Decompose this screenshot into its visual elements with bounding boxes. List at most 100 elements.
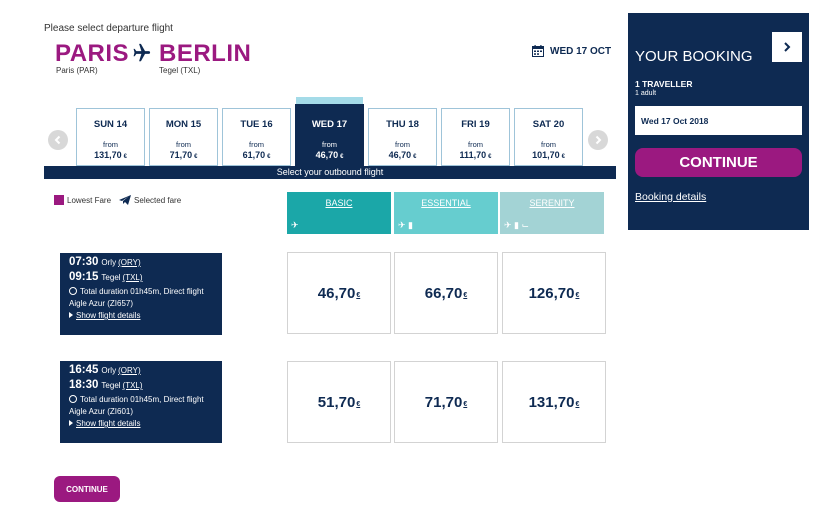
price-cell-basic[interactable]: 51,70 € xyxy=(287,361,391,443)
day-mon-15[interactable]: MON 15 from 71,70 € xyxy=(149,108,218,166)
chevron-right-icon xyxy=(595,135,602,145)
day-price: 101,70 xyxy=(532,150,560,160)
price-currency: € xyxy=(575,292,580,299)
departure-time: 16:45 xyxy=(69,364,99,376)
day-sat-20[interactable]: SAT 20 from 101,70 € xyxy=(514,108,583,166)
chevron-left-icon xyxy=(54,135,61,145)
fare-name-serenity: SERENITY xyxy=(529,198,575,208)
booking-expand-button[interactable] xyxy=(772,32,802,62)
fare-header-basic[interactable]: BASIC ✈ xyxy=(287,192,391,234)
departure-code: (ORY) xyxy=(118,258,141,267)
price-cell-basic[interactable]: 46,70 € xyxy=(287,252,391,334)
price-cell-serenity[interactable]: 126,70 € xyxy=(502,252,606,334)
price-currency: € xyxy=(356,401,361,408)
price-value: 46,70 xyxy=(317,284,356,302)
departure-time: 07:30 xyxy=(69,256,99,268)
day-name: SAT 20 xyxy=(532,119,565,130)
day-price: 46,70 xyxy=(315,150,339,160)
day-price: 46,70 xyxy=(388,150,412,160)
day-currency: € xyxy=(561,154,565,160)
day-tab-indicator xyxy=(296,97,363,104)
calendar-icon xyxy=(532,45,544,57)
flight-carrier: Aigle Azur (ZI601) xyxy=(69,407,134,416)
arrival-code: (TXL) xyxy=(122,273,143,282)
day-sun-14[interactable]: SUN 14 from 131,70 € xyxy=(76,108,145,166)
day-name: FRI 19 xyxy=(461,119,490,130)
day-tue-16[interactable]: TUE 16 from 61,70 € xyxy=(222,108,291,166)
flight-duration: Total duration 01h45m, Direct flight xyxy=(80,395,204,404)
day-from-label: from xyxy=(468,140,483,149)
day-fri-19[interactable]: FRI 19 from 111,70 € xyxy=(441,108,510,166)
fare-name-basic: BASIC xyxy=(325,198,353,208)
lowest-fare-label: Lowest Fare xyxy=(67,195,112,205)
destination-city: BERLIN xyxy=(159,40,252,67)
day-currency: € xyxy=(413,154,417,160)
day-currency: € xyxy=(123,154,127,160)
selected-date-label: WED 17 OCT xyxy=(550,45,612,57)
day-from-label: from xyxy=(103,140,118,149)
show-flight-details-link[interactable]: Show flight details xyxy=(76,419,141,428)
day-name: SUN 14 xyxy=(93,119,128,130)
booking-title: YOUR BOOKING xyxy=(635,48,753,65)
day-name: THU 18 xyxy=(386,119,419,130)
day-price: 71,70 xyxy=(169,150,193,160)
day-from-label: from xyxy=(176,140,191,149)
day-from-label: from xyxy=(322,140,337,149)
arrival-time: 09:15 xyxy=(69,271,99,283)
day-from-label: from xyxy=(541,140,556,149)
arrival-time: 18:30 xyxy=(69,379,99,391)
chevron-right-icon xyxy=(784,42,791,52)
price-value: 71,70 xyxy=(424,393,463,411)
day-currency: € xyxy=(194,154,198,160)
day-name: TUE 16 xyxy=(240,119,273,130)
price-cell-serenity[interactable]: 131,70 € xyxy=(502,361,606,443)
prev-week-button[interactable] xyxy=(48,130,68,150)
fare-header-serenity[interactable]: SERENITY ✈ ▮ ⌙ xyxy=(500,192,604,234)
airplane-suitcase-seat-icon: ✈ ▮ ⌙ xyxy=(504,220,530,230)
clock-icon xyxy=(69,395,77,403)
day-name: MON 15 xyxy=(165,119,202,130)
departure-airport: Orly xyxy=(101,258,117,267)
booking-panel: YOUR BOOKING 1 TRAVELLER 1 adult Wed 17 … xyxy=(628,13,809,230)
selected-date-display: WED 17 OCT xyxy=(532,45,611,57)
day-price: 111,70 xyxy=(459,150,487,160)
arrival-airport: Tegel xyxy=(101,273,121,282)
day-thu-18[interactable]: THU 18 from 46,70 € xyxy=(368,108,437,166)
day-price: 61,70 xyxy=(242,150,266,160)
origin-city: PARIS xyxy=(55,40,130,67)
day-name: WED 17 xyxy=(311,119,348,130)
triangle-right-icon xyxy=(69,420,73,426)
flight-duration: Total duration 01h45m, Direct flight xyxy=(80,287,204,296)
day-price: 131,70 xyxy=(94,150,122,160)
fare-header-essential[interactable]: ESSENTIAL ✈ ▮ xyxy=(394,192,498,234)
flight-card: 16:45 Orly (ORY) 18:30 Tegel (TXL) Total… xyxy=(60,361,222,443)
booking-continue-button[interactable]: CONTINUE xyxy=(635,148,802,177)
day-currency: € xyxy=(267,154,271,160)
day-wed-17[interactable]: WED 17 from 46,70 € xyxy=(295,104,364,166)
price-currency: € xyxy=(463,401,468,408)
flight-card: 07:30 Orly (ORY) 09:15 Tegel (TXL) Total… xyxy=(60,253,222,335)
show-flight-details-link[interactable]: Show flight details xyxy=(76,311,141,320)
paper-plane-icon xyxy=(119,195,132,205)
arrival-code: (TXL) xyxy=(122,381,143,390)
next-week-button[interactable] xyxy=(588,130,608,150)
arrival-airport: Tegel xyxy=(101,381,121,390)
triangle-right-icon xyxy=(69,312,73,318)
continue-button[interactable]: CONTINUE xyxy=(54,476,120,502)
day-from-label: from xyxy=(395,140,410,149)
price-cell-essential[interactable]: 71,70 € xyxy=(394,361,498,443)
price-currency: € xyxy=(356,292,361,299)
departure-code: (ORY) xyxy=(118,366,141,375)
prompt-text: Please select departure flight xyxy=(44,23,173,34)
day-currency: € xyxy=(340,154,344,160)
fare-name-essential: ESSENTIAL xyxy=(421,198,471,208)
origin-airport: Paris (PAR) xyxy=(56,66,98,75)
booking-date: Wed 17 Oct 2018 xyxy=(635,106,802,135)
adult-count: 1 adult xyxy=(635,90,657,97)
traveller-count: 1 TRAVELLER xyxy=(635,79,693,89)
booking-details-link[interactable]: Booking details xyxy=(635,191,707,203)
price-cell-essential[interactable]: 66,70 € xyxy=(394,252,498,334)
lowest-fare-swatch xyxy=(54,195,64,205)
flight-carrier: Aigle Azur (ZI657) xyxy=(69,299,134,308)
price-value: 66,70 xyxy=(424,284,463,302)
